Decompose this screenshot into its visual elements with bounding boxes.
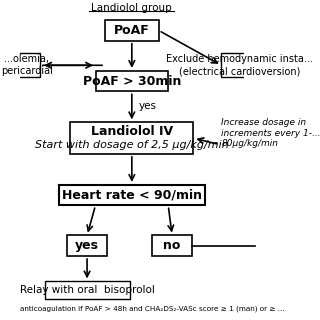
Text: Start with dosage of 2,5 μg/kg/min: Start with dosage of 2,5 μg/kg/min	[35, 140, 229, 150]
Text: PoAF: PoAF	[114, 24, 150, 37]
FancyBboxPatch shape	[67, 236, 107, 256]
Text: ...olemia,
pericardial: ...olemia, pericardial	[1, 54, 52, 76]
Text: Landiolol group: Landiolol group	[92, 3, 172, 13]
FancyBboxPatch shape	[44, 281, 130, 299]
FancyBboxPatch shape	[221, 53, 280, 77]
FancyBboxPatch shape	[59, 185, 204, 205]
Text: yes: yes	[75, 239, 99, 252]
Text: Heart rate < 90/min: Heart rate < 90/min	[62, 188, 202, 202]
Text: Relay with oral  bisoprolol: Relay with oral bisoprolol	[20, 285, 155, 295]
FancyBboxPatch shape	[0, 53, 40, 77]
Text: PoAF > 30min: PoAF > 30min	[83, 75, 181, 88]
Text: Landiolol IV: Landiolol IV	[91, 125, 173, 138]
Text: anticoagulation if PoAF > 48h and CHA₂DS₂-VASc score ≥ 1 (man) or ≥ ...: anticoagulation if PoAF > 48h and CHA₂DS…	[20, 306, 284, 312]
FancyBboxPatch shape	[105, 20, 159, 41]
Text: Exclude hemodynamic insta...
(electrical cardioversion): Exclude hemodynamic insta... (electrical…	[166, 54, 313, 76]
FancyBboxPatch shape	[152, 236, 192, 256]
Text: yes: yes	[139, 101, 156, 111]
Text: no: no	[164, 239, 181, 252]
FancyBboxPatch shape	[70, 122, 193, 154]
FancyBboxPatch shape	[96, 71, 168, 92]
Text: Increase dosage in
increments every 1-...
80μg/kg/min: Increase dosage in increments every 1-..…	[221, 118, 320, 148]
